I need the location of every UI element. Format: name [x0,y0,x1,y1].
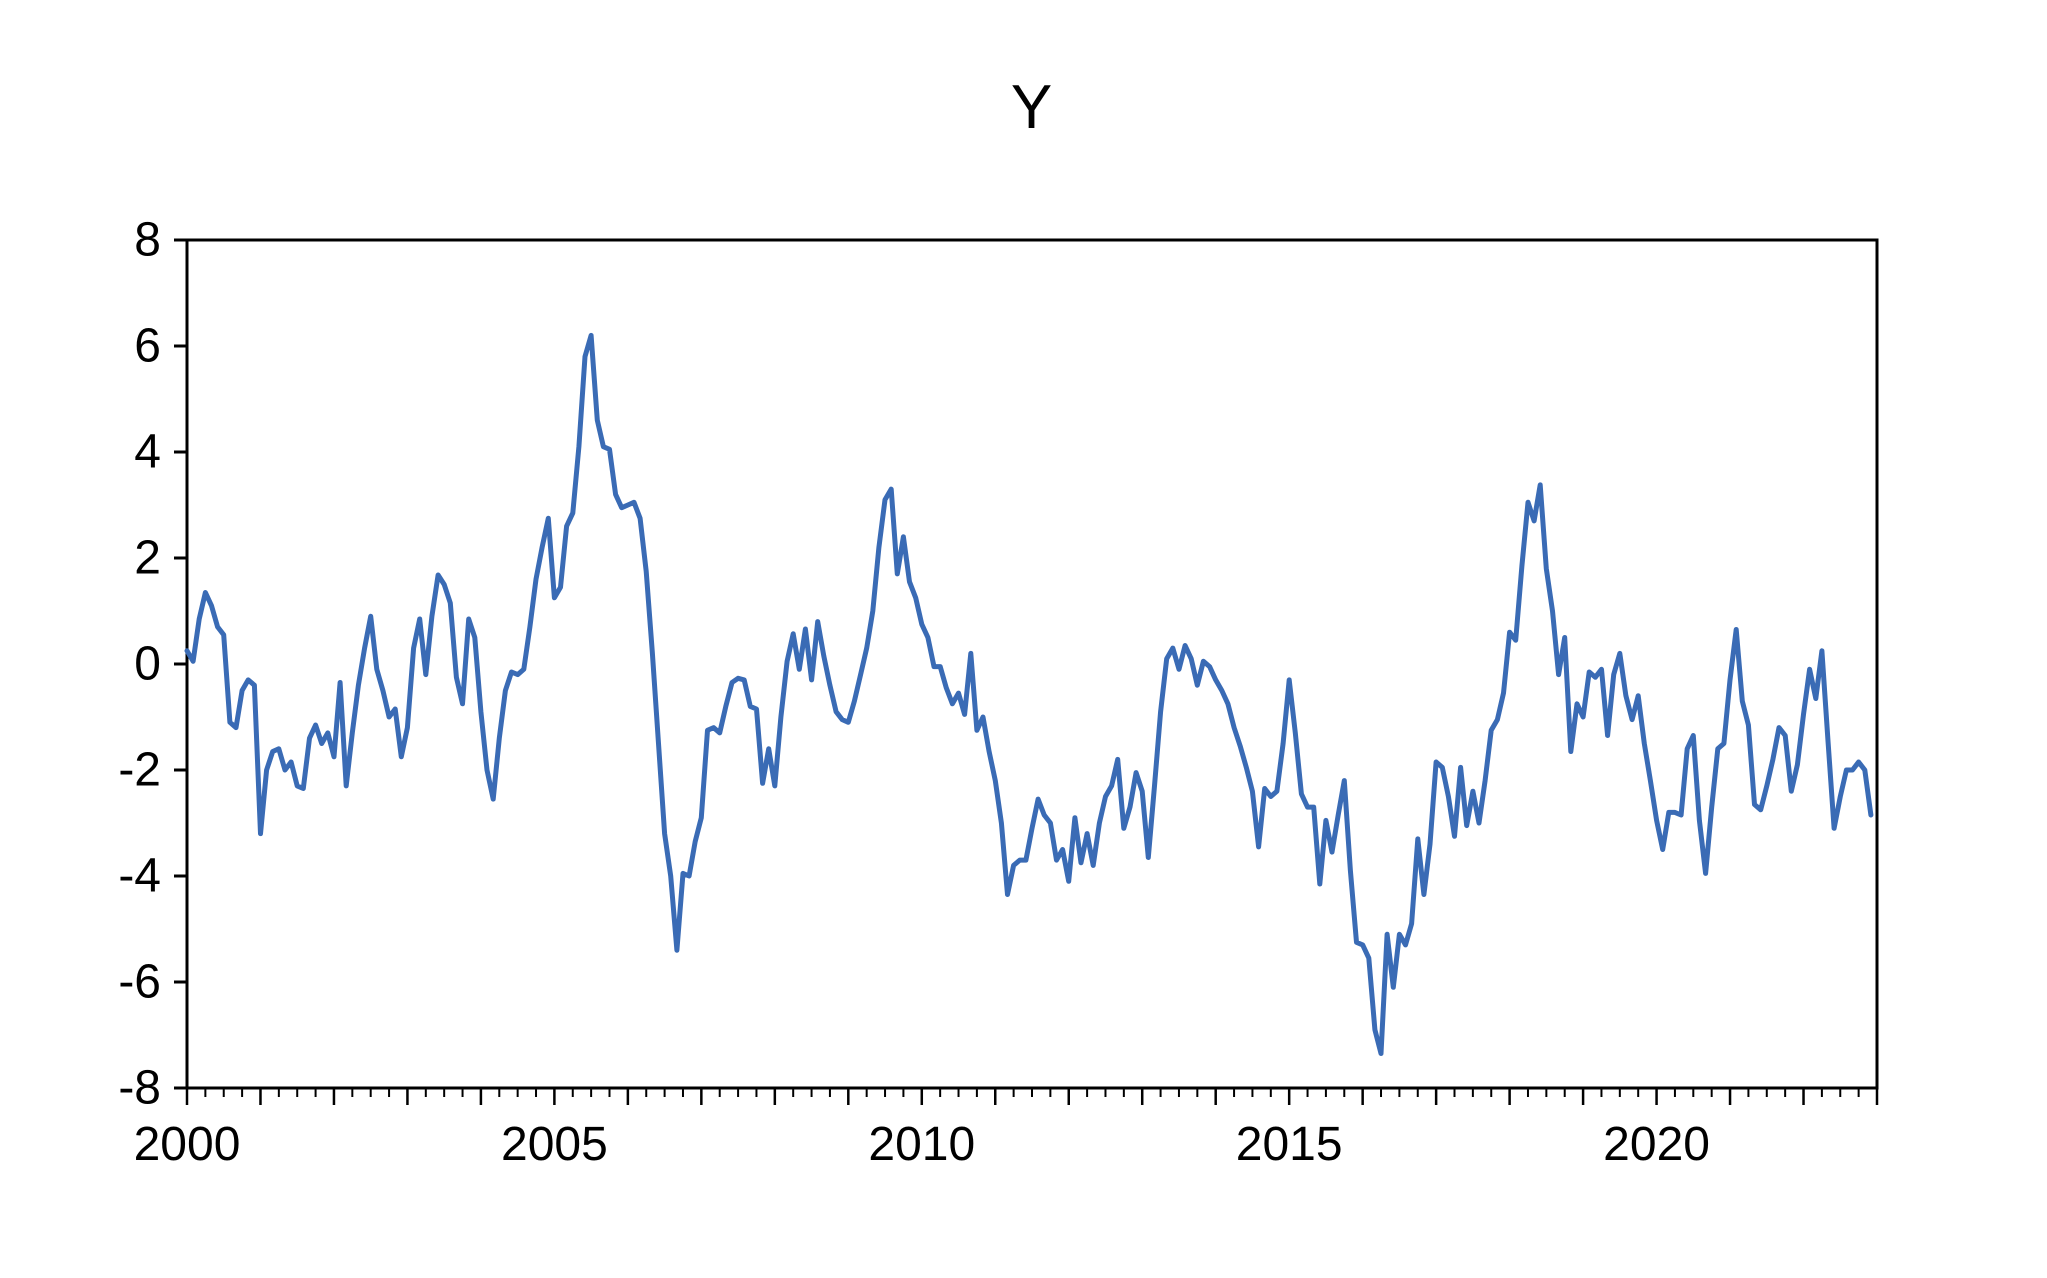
chart-title: Y [1010,73,1054,142]
y-axis-tick-label: 8 [134,214,161,267]
y-axis-tick-label: 2 [134,532,161,585]
x-axis-tick-label: 2005 [501,1118,608,1171]
y-axis-tick-label: -4 [118,850,161,903]
y-axis-tick-label: -2 [118,744,161,797]
x-axis-tick-label: 2015 [1236,1118,1343,1171]
data-series-line [184,332,1874,1056]
y-axis-tick-label: -6 [118,956,161,1009]
y-axis-tick-label: 0 [134,638,161,691]
y-axis-tick-label: -8 [118,1062,161,1115]
y-axis-tick-label: 6 [134,320,161,373]
x-axis-tick-label: 2000 [134,1118,241,1171]
x-axis-tick-label: 2020 [1603,1118,1710,1171]
y-axis-tick-label: 4 [134,426,161,479]
x-axis-tick-label: 2010 [868,1118,975,1171]
